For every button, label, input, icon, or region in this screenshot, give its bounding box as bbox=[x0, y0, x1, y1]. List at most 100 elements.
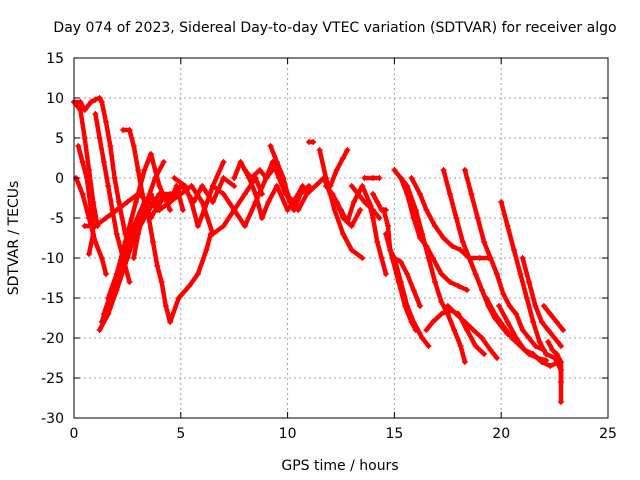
data-point-marker bbox=[162, 303, 169, 309]
data-point-marker bbox=[98, 99, 105, 105]
data-point-marker bbox=[545, 327, 552, 333]
data-point-marker bbox=[135, 231, 142, 237]
data-point-marker bbox=[147, 191, 154, 197]
data-point-marker bbox=[382, 271, 389, 277]
data-point-marker bbox=[150, 239, 157, 245]
data-point-marker bbox=[158, 279, 165, 285]
data-point-marker bbox=[446, 279, 453, 285]
data-point-marker bbox=[558, 379, 565, 385]
data-point-marker bbox=[446, 191, 453, 197]
data-point-marker bbox=[348, 223, 355, 229]
data-point-marker bbox=[382, 231, 389, 237]
data-point-marker bbox=[464, 327, 471, 333]
data-point-marker bbox=[126, 247, 133, 253]
x-tick-label: 10 bbox=[279, 426, 297, 442]
data-point-marker bbox=[132, 199, 139, 205]
data-point-marker bbox=[487, 347, 494, 353]
x-tick-label: 15 bbox=[385, 426, 403, 442]
data-point-marker bbox=[310, 139, 317, 145]
data-point-marker bbox=[397, 259, 404, 265]
data-point-marker bbox=[252, 191, 259, 197]
series-line bbox=[120, 127, 213, 325]
x-tick-label: 20 bbox=[492, 426, 510, 442]
data-point-marker bbox=[160, 159, 167, 165]
data-point-marker bbox=[122, 231, 129, 237]
data-point-marker bbox=[167, 199, 174, 205]
data-point-marker bbox=[340, 155, 347, 161]
data-point-marker bbox=[186, 283, 193, 289]
series-sat-26 bbox=[348, 183, 383, 221]
data-point-marker bbox=[256, 167, 263, 173]
data-point-marker bbox=[305, 183, 312, 189]
data-point-marker bbox=[135, 167, 142, 173]
data-point-marker bbox=[365, 199, 372, 205]
data-point-marker bbox=[553, 319, 560, 325]
data-point-marker bbox=[241, 223, 248, 229]
data-point-marker bbox=[199, 183, 206, 189]
data-point-marker bbox=[397, 279, 404, 285]
data-point-marker bbox=[154, 207, 161, 213]
data-point-marker bbox=[419, 335, 426, 341]
series-line bbox=[328, 147, 350, 189]
data-point-marker bbox=[370, 175, 377, 181]
data-point-marker bbox=[105, 295, 112, 301]
series-sat-27 bbox=[365, 199, 389, 277]
data-point-marker bbox=[551, 335, 558, 341]
data-point-marker bbox=[327, 183, 334, 189]
data-point-marker bbox=[461, 359, 468, 365]
data-point-marker bbox=[498, 199, 505, 205]
axes: 0 5 10 15 20 25 -30 -25 -20 -15 -10 -5 0 5 10 15 bbox=[41, 51, 617, 442]
data-point-marker bbox=[449, 243, 456, 249]
data-point-marker bbox=[438, 299, 445, 305]
data-point-marker bbox=[267, 143, 274, 149]
data-point-marker bbox=[500, 291, 507, 297]
data-point-marker bbox=[139, 191, 146, 197]
data-point-marker bbox=[558, 343, 565, 349]
data-point-marker bbox=[384, 223, 391, 229]
series-sat-10 bbox=[92, 111, 133, 285]
data-point-marker bbox=[519, 255, 526, 261]
data-point-marker bbox=[120, 255, 127, 261]
data-point-marker bbox=[423, 207, 430, 213]
series-line bbox=[498, 199, 564, 405]
data-point-marker bbox=[391, 255, 398, 261]
data-point-marker bbox=[297, 191, 304, 197]
data-point-marker bbox=[466, 255, 473, 261]
series-sat-23 bbox=[320, 175, 364, 229]
series-line bbox=[93, 111, 132, 285]
data-point-marker bbox=[237, 159, 244, 165]
data-point-marker bbox=[199, 199, 206, 205]
data-point-marker bbox=[81, 135, 88, 141]
data-point-marker bbox=[547, 311, 554, 317]
data-point-marker bbox=[425, 343, 432, 349]
data-point-marker bbox=[483, 295, 490, 301]
data-point-marker bbox=[560, 327, 567, 333]
data-point-marker bbox=[92, 111, 99, 117]
y-tick-label: -30 bbox=[41, 411, 64, 427]
data-point-marker bbox=[154, 263, 161, 269]
data-point-marker bbox=[513, 311, 520, 317]
data-point-marker bbox=[115, 199, 122, 205]
data-point-marker bbox=[92, 223, 99, 229]
data-point-marker bbox=[440, 167, 447, 173]
data-point-marker bbox=[472, 271, 479, 277]
data-point-marker bbox=[231, 207, 238, 213]
data-point-marker bbox=[374, 199, 381, 205]
x-tick-label: 5 bbox=[176, 426, 185, 442]
data-point-marker bbox=[408, 175, 415, 181]
y-tick-label: -5 bbox=[50, 211, 64, 227]
data-point-marker bbox=[273, 183, 280, 189]
series-line bbox=[381, 207, 423, 309]
y-tick-label: 5 bbox=[55, 131, 64, 147]
data-point-marker bbox=[273, 167, 280, 173]
data-point-marker bbox=[521, 347, 528, 353]
data-point-marker bbox=[344, 147, 351, 153]
data-point-marker bbox=[295, 207, 302, 213]
data-point-marker bbox=[487, 255, 494, 261]
data-point-marker bbox=[496, 303, 503, 309]
data-point-marker bbox=[549, 347, 556, 353]
series-sat-21 bbox=[305, 139, 317, 145]
data-point-marker bbox=[517, 271, 524, 277]
data-point-marker bbox=[167, 319, 174, 325]
data-point-marker bbox=[457, 343, 464, 349]
